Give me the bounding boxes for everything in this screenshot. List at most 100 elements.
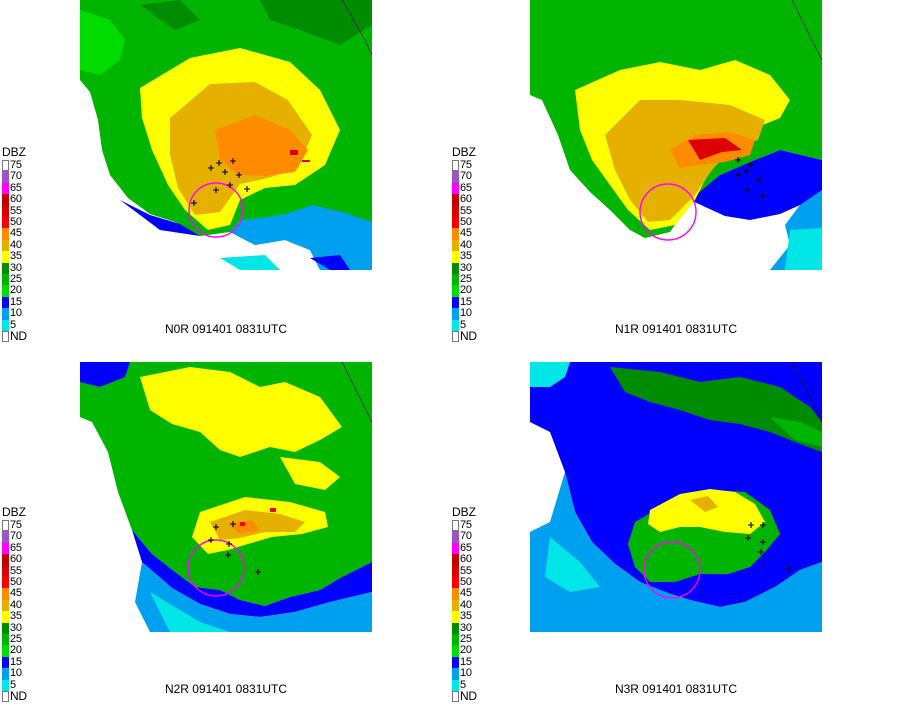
legend-swatch [452, 171, 459, 183]
legend-label: 45 [10, 587, 22, 600]
legend-level: 20 [452, 284, 492, 297]
legend-swatch [452, 262, 459, 274]
legend-level: 45 [452, 227, 492, 240]
legend-label: 10 [460, 307, 472, 320]
legend-label: 15 [460, 295, 472, 308]
legend-label: 70 [10, 530, 22, 543]
legend-swatch [452, 205, 459, 217]
legend-swatch [452, 588, 459, 600]
legend-swatch [452, 296, 459, 309]
legend-swatch [452, 520, 459, 532]
radar-panel-n2r: DBZ 75 70 65 60 55 50 45 40 35 30 25 20 … [0, 360, 450, 720]
legend-label: 40 [460, 238, 472, 251]
legend-level: 10 [452, 667, 492, 680]
panel-caption: N0R 091401 0831UTC [164, 322, 288, 336]
legend-level: 50 [2, 216, 42, 229]
legend-label: 70 [460, 530, 472, 543]
legend-swatch [2, 274, 9, 286]
legend-label: 25 [460, 273, 472, 285]
legend-label: 20 [10, 644, 22, 657]
legend-swatch [2, 331, 9, 343]
legend-swatch [2, 285, 9, 297]
legend-level: 55 [452, 204, 492, 217]
legend-label: 25 [460, 633, 472, 645]
dbz-legend: DBZ 75 70 65 60 55 50 45 40 35 30 25 20 … [2, 146, 42, 346]
legend-level: 65 [2, 181, 42, 195]
legend-level: 25 [452, 273, 492, 286]
legend-label: 5 [460, 318, 466, 331]
legend-swatch [2, 577, 9, 589]
legend-label: 40 [10, 598, 22, 611]
legend-swatch [2, 171, 9, 183]
legend-label: 15 [10, 655, 22, 668]
legend-level: 10 [2, 307, 42, 320]
legend-swatch [2, 531, 9, 543]
panel-caption: N3R 091401 0831UTC [614, 682, 738, 696]
legend-level: 45 [2, 227, 42, 240]
legend-level: 15 [452, 295, 492, 309]
legend-level: 30 [452, 622, 492, 634]
legend-label: 70 [460, 170, 472, 183]
legend-level: 60 [2, 553, 42, 566]
legend-label: 65 [460, 181, 472, 194]
legend-swatch [2, 634, 9, 646]
legend-level: 5 [2, 679, 42, 691]
legend-level: ND [2, 689, 42, 703]
legend-level: 35 [2, 610, 42, 623]
panel-caption: N2R 091401 0831UTC [164, 682, 288, 696]
radar-image-n0r [80, 0, 372, 270]
legend-level: 40 [452, 238, 492, 252]
legend-swatch [452, 656, 459, 669]
legend-label: 35 [460, 610, 472, 623]
legend-label: 65 [10, 541, 22, 554]
legend-level: 35 [452, 250, 492, 263]
legend-swatch [452, 622, 459, 634]
legend-swatch [2, 565, 9, 577]
legend-label: 50 [10, 576, 22, 588]
legend-level: ND [2, 330, 42, 343]
legend-level: 15 [2, 296, 42, 309]
radar-image-n1r [530, 0, 822, 270]
legend-label: 60 [10, 553, 22, 566]
legend-label: 75 [10, 519, 22, 531]
legend-swatch [452, 531, 459, 543]
legend-title: DBZ [452, 505, 476, 519]
legend-label: 20 [460, 284, 472, 297]
legend-level: 65 [452, 542, 492, 555]
legend-level: 15 [2, 655, 42, 669]
legend-label: 35 [460, 250, 472, 263]
legend-level: 5 [2, 319, 42, 331]
legend-swatch [2, 205, 9, 217]
legend-swatch [2, 262, 9, 274]
legend-swatch [2, 296, 9, 309]
legend-label: 55 [460, 204, 472, 217]
legend-swatch [2, 611, 9, 623]
legend-swatch [452, 285, 459, 297]
legend-label: 30 [10, 261, 22, 274]
legend-title: DBZ [2, 505, 26, 519]
legend-swatch [452, 691, 459, 703]
legend-swatch [2, 668, 9, 680]
legend-swatch [452, 599, 459, 612]
legend-label: 40 [460, 598, 472, 611]
legend-level: 60 [2, 193, 42, 206]
legend-level: 50 [452, 576, 492, 589]
legend-level: 25 [452, 633, 492, 646]
radar-panel-n1r: DBZ 75 70 65 60 55 50 45 40 35 30 25 20 … [450, 0, 900, 360]
legend-label: 60 [460, 193, 472, 206]
legend-level: 20 [2, 284, 42, 297]
legend-swatch [2, 679, 9, 691]
legend-swatch [452, 565, 459, 577]
legend-level: 70 [452, 170, 492, 183]
legend-level: 25 [2, 633, 42, 646]
legend-swatch [2, 239, 9, 252]
legend-label: 10 [10, 307, 22, 320]
legend-swatch [452, 217, 459, 229]
legend-label: ND [10, 689, 27, 703]
legend-label: 65 [10, 181, 22, 194]
legend-level: 40 [2, 239, 42, 252]
legend-level: 75 [2, 159, 42, 172]
legend-level: 75 [2, 519, 42, 532]
legend-label: 25 [10, 273, 22, 285]
radar-image-n3r [530, 362, 822, 632]
